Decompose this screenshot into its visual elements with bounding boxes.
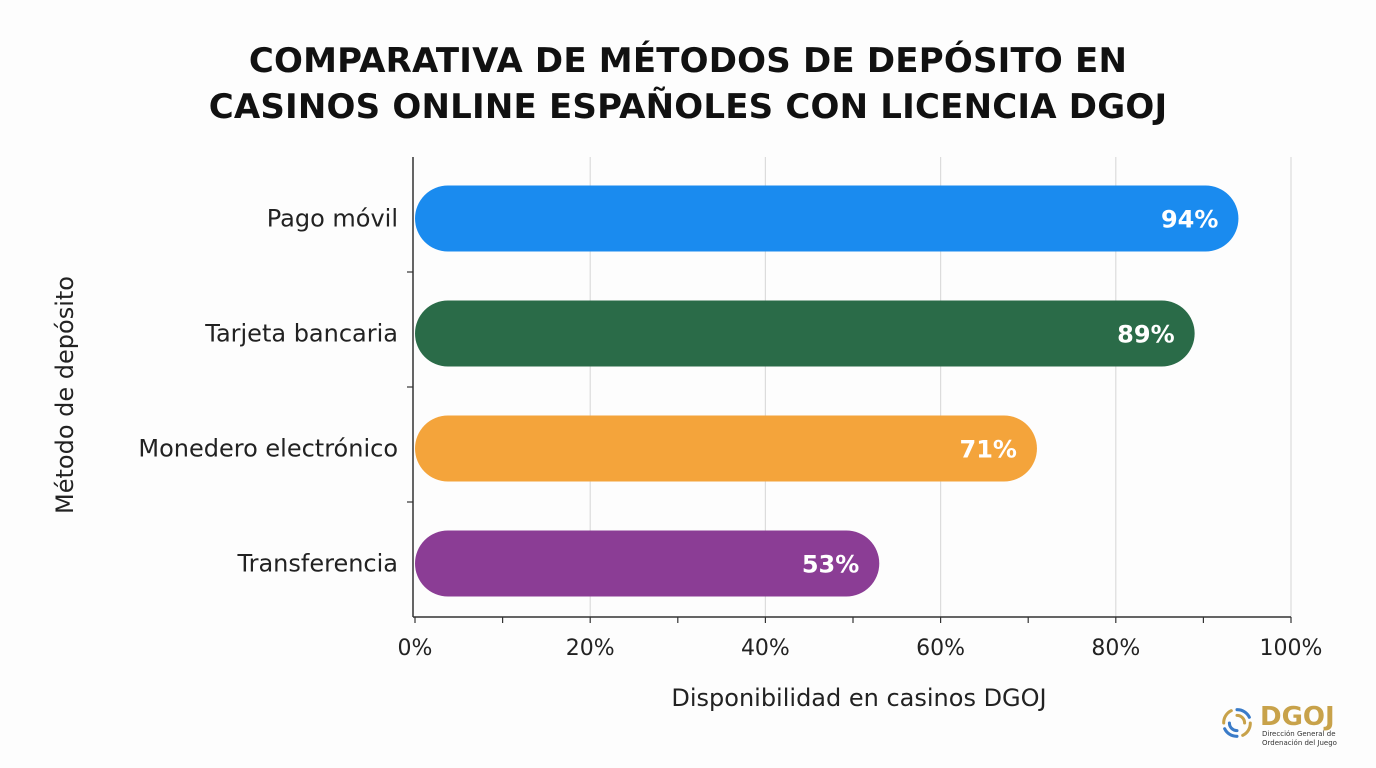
bar [415, 530, 880, 597]
x-tick-label: 100% [1260, 636, 1323, 661]
dgoj-emblem-icon [1222, 708, 1252, 738]
x-tick-label: 60% [916, 636, 965, 661]
bar [415, 185, 1239, 252]
y-category-label: Tarjeta bancaria [204, 320, 398, 348]
bar [415, 300, 1195, 367]
logo-name: DGOJ [1260, 702, 1335, 732]
bar [415, 415, 1037, 482]
chart-title-line-2: CASINOS ONLINE ESPAÑOLES CON LICENCIA DG… [208, 87, 1168, 127]
x-axis-title: Disponibilidad en casinos DGOJ [671, 684, 1046, 712]
chart-title-line-1: COMPARATIVA DE MÉTODOS DE DEPÓSITO EN [248, 41, 1128, 81]
y-axis-title: Método de depósito [51, 276, 79, 514]
y-category-label: Transferencia [236, 550, 398, 578]
data-label: 71% [960, 436, 1017, 464]
dgoj-logo: DGOJ Dirección General de Ordenación del… [1218, 702, 1358, 752]
x-tick-label: 80% [1091, 636, 1140, 661]
x-tick-label: 40% [741, 636, 790, 661]
chart-title: COMPARATIVA DE MÉTODOS DE DEPÓSITO EN CA… [0, 38, 1376, 130]
data-label: 89% [1117, 321, 1174, 349]
data-label: 53% [802, 551, 859, 579]
x-tick-label: 20% [566, 636, 615, 661]
data-label: 94% [1161, 206, 1218, 234]
x-tick-label: 0% [398, 636, 433, 661]
logo-subtitle: Dirección General de Ordenación del Jueg… [1262, 730, 1337, 747]
y-category-label: Monedero electrónico [138, 435, 398, 463]
y-category-label: Pago móvil [267, 205, 398, 233]
